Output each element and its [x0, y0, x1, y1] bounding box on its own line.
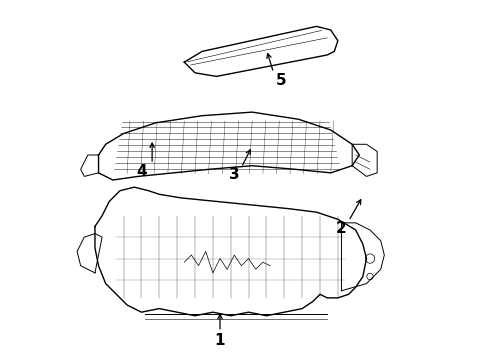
Text: 5: 5: [275, 73, 286, 88]
Polygon shape: [342, 223, 384, 291]
Polygon shape: [352, 144, 377, 176]
Polygon shape: [184, 26, 338, 76]
Polygon shape: [98, 112, 359, 180]
Text: 3: 3: [229, 167, 240, 182]
Text: 4: 4: [136, 163, 147, 179]
Polygon shape: [81, 155, 98, 176]
Text: 1: 1: [215, 333, 225, 347]
Polygon shape: [95, 187, 367, 316]
Polygon shape: [77, 234, 102, 273]
Text: 2: 2: [336, 221, 347, 236]
